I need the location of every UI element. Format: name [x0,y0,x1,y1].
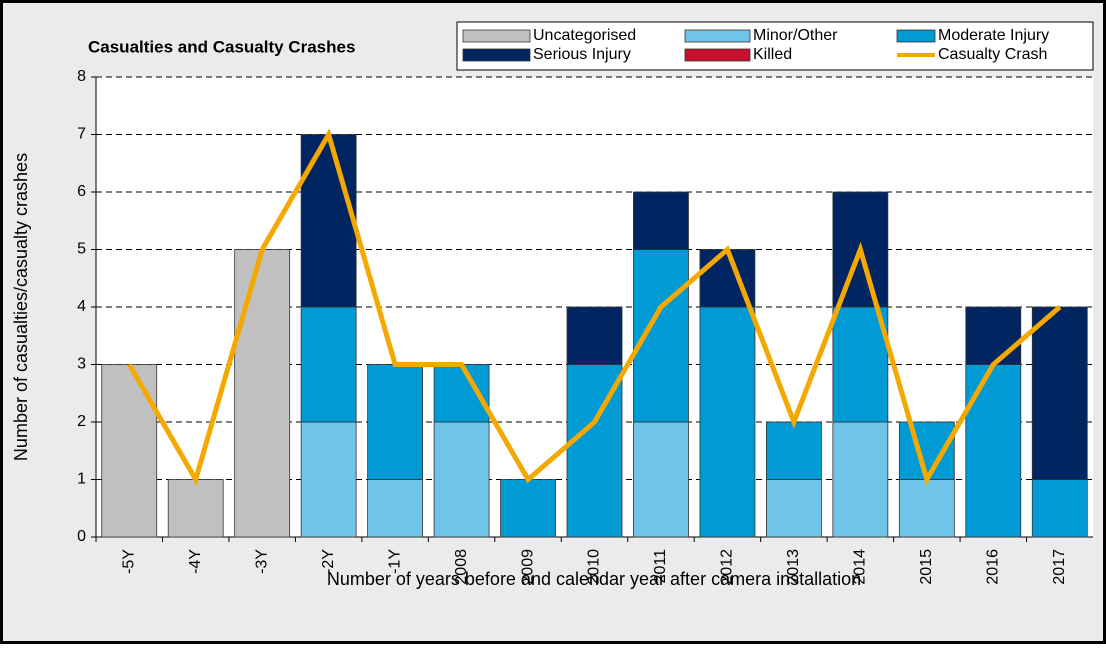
bar-segment [300,306,357,423]
bar-segment [633,421,689,538]
legend-swatch [896,29,936,43]
x-axis-title: Number of years before and calendar year… [327,569,861,589]
bar-segment [699,306,756,538]
x-tick-label: 2013 [785,549,802,585]
x-tick-label: 2008 [453,549,470,585]
y-tick-label: 4 [77,298,86,315]
x-tick-label: 2010 [586,549,603,585]
legend-label: Minor/Other [753,27,838,44]
legend-label: Uncategorised [533,27,636,44]
y-tick-label: 2 [77,413,86,430]
y-tick-label: 0 [77,528,86,545]
x-tick-label: 2015 [918,549,935,585]
legend-label: Moderate Injury [938,27,1049,44]
y-tick-label: 3 [77,356,86,373]
x-tick-label: -5Y [120,549,137,574]
bar-segment [633,191,689,250]
bar-segment [101,364,158,538]
bar-segment [766,421,822,480]
y-tick-label: 8 [77,68,86,85]
x-tick-label: 2011 [652,549,669,584]
legend-label: Casualty Crash [938,46,1047,63]
x-tick-label: 2016 [985,549,1002,585]
x-tick-label: -2Y [320,549,337,574]
bar-segment [433,421,490,538]
bar-segment [367,364,424,480]
bar-segment [766,479,822,538]
chart-title: Casualties and Casualty Crashes [88,37,355,56]
x-tick-label: 2009 [519,549,536,585]
y-tick-label: 1 [77,471,86,488]
bar-segment [898,479,955,538]
legend-swatch [462,48,531,62]
x-tick-label: 2014 [852,549,869,585]
x-tick-label: -4Y [187,549,204,574]
legend-swatch [684,29,751,43]
bar-segment [1031,306,1088,480]
bar-segment [234,249,291,538]
y-tick-label: 6 [77,183,86,200]
x-tick-label: 2012 [719,549,736,585]
legend-label: Serious Injury [533,46,631,63]
bar-segment [832,306,889,423]
line-series [127,128,1062,486]
legend [456,21,1094,71]
bar-segment [1031,479,1088,538]
bar-segment [500,479,556,538]
y-tick-label: 5 [77,241,86,258]
x-tick-label: -1Y [386,549,403,574]
bar-segment [300,134,357,308]
bar-segment [965,306,1022,365]
y-axis-title: Number of casualties/casualty crashes [11,153,31,461]
x-tick-label: 2017 [1051,549,1068,585]
legend-swatch [684,48,751,62]
legend-label: Killed [753,46,792,63]
y-tick-label: 7 [77,126,86,143]
bar-segment [367,479,424,538]
bar-segment [566,306,623,365]
bar-segment [832,421,889,538]
bar-segment [300,421,357,538]
x-tick-label: -3Y [253,549,270,574]
bar-segment [167,479,224,538]
legend-swatch [462,29,531,43]
bar-segment [965,364,1022,538]
